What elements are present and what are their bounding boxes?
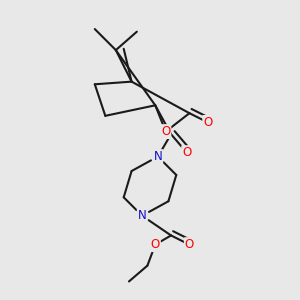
Text: O: O xyxy=(161,125,170,138)
Text: O: O xyxy=(182,146,191,159)
Text: N: N xyxy=(138,209,146,222)
Text: O: O xyxy=(185,238,194,251)
Text: O: O xyxy=(151,238,160,251)
Text: O: O xyxy=(203,116,212,129)
Text: N: N xyxy=(154,150,162,163)
